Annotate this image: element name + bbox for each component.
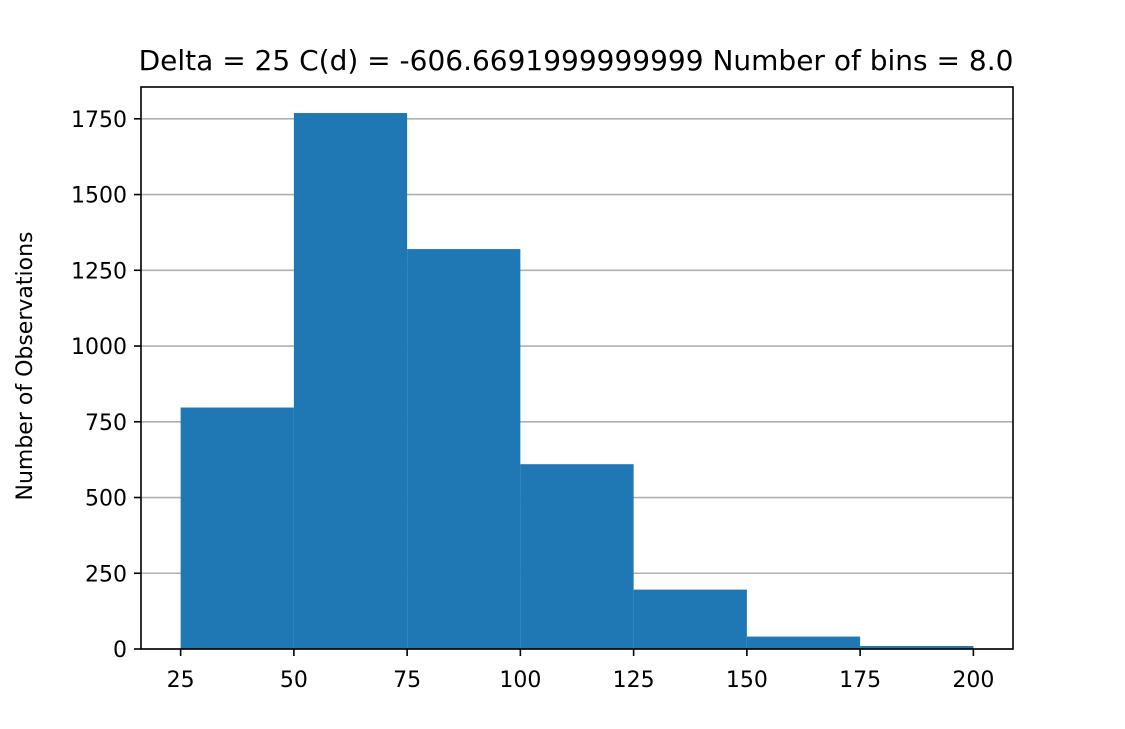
- bar-25-50: [180, 407, 294, 649]
- histogram-bars: [180, 113, 974, 650]
- bar-175-200: [860, 645, 974, 649]
- y-tick-label-1500: 1500: [71, 184, 127, 209]
- bar-50-75: [293, 113, 408, 649]
- chart-title: Delta = 25 C(d) = -606.6691999999999 Num…: [139, 44, 1014, 77]
- y-tick-label-0: 0: [113, 638, 127, 663]
- x-tick-label-75: 75: [393, 668, 421, 693]
- y-tick-label-1250: 1250: [71, 259, 127, 284]
- bar-125-150: [633, 589, 747, 649]
- x-tick-label-200: 200: [952, 668, 994, 693]
- y-axis-label: Number of Observations: [13, 232, 38, 501]
- x-tick-label-100: 100: [499, 668, 541, 693]
- x-axis-ticks: 25 50 75 100 125 150 175 200: [167, 649, 994, 693]
- x-tick-label-50: 50: [280, 668, 308, 693]
- y-tick-label-1750: 1750: [71, 108, 127, 133]
- bar-150-175: [746, 636, 861, 649]
- y-tick-label-1000: 1000: [71, 335, 127, 360]
- x-tick-label-25: 25: [167, 668, 195, 693]
- y-axis-ticks: 0 250 500 750 1000 1250 1500 1750: [71, 108, 141, 663]
- y-tick-label-250: 250: [85, 562, 127, 587]
- y-tick-label-750: 750: [85, 411, 127, 436]
- y-tick-label-500: 500: [85, 487, 127, 512]
- x-tick-label-175: 175: [839, 668, 881, 693]
- bar-100-125: [520, 464, 634, 649]
- bar-75-100: [407, 249, 521, 650]
- x-tick-label-150: 150: [726, 668, 768, 693]
- x-tick-label-125: 125: [613, 668, 655, 693]
- plot-frame: [140, 86, 1014, 650]
